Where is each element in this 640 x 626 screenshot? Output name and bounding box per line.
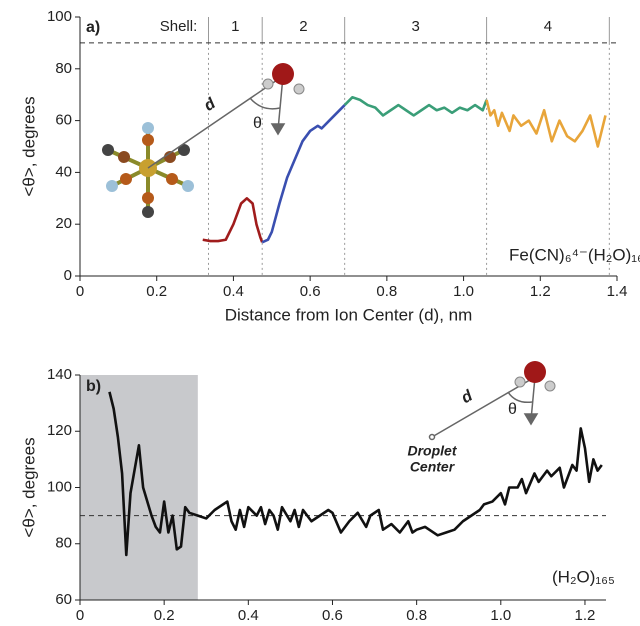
inset-symbol: d [201,95,220,115]
inset-label: Center [410,459,456,475]
data-line [485,99,607,148]
y-tick-label: 40 [55,163,72,180]
shell-number: 2 [299,18,307,35]
x-tick-label: 1.0 [453,283,474,300]
shell-number: 1 [231,18,239,35]
y-axis-title: <θ>, degrees [19,437,38,537]
panel-label: b) [86,378,101,395]
y-tick-label: 140 [47,366,72,383]
data-line [108,391,603,557]
x-tick-label: 0.8 [406,607,427,624]
x-tick-label: 1.2 [575,607,596,624]
panel-label: a) [86,19,100,36]
x-tick-label: 0.4 [223,283,244,300]
inset-label: Droplet [408,443,458,459]
shaded-region [80,375,198,600]
y-tick-label: 60 [55,112,72,129]
water-illustration [514,361,556,392]
data-line [202,197,264,243]
inset-symbol: θ [508,401,517,418]
x-tick-label: 0.6 [322,607,343,624]
inset-symbol: d [459,387,477,407]
system-label: Fe(CN)₆⁴⁻(H₂O)₁₆₀ [509,245,640,264]
x-tick-label: 0.2 [154,607,175,624]
x-axis-title: Distance from Ion Center (d), nm [225,305,473,324]
y-tick-label: 80 [55,60,72,77]
complex-illustration [102,122,194,218]
y-tick-label: 80 [55,535,72,552]
x-tick-label: 1.0 [490,607,511,624]
y-tick-label: 60 [55,591,72,608]
data-line [343,95,488,117]
y-axis-title: <θ>, degrees [19,96,38,196]
x-tick-label: 0 [76,607,84,624]
panel: Shell: 1 2 3 40 0.2 0.4 0.6 0.8 1.0 1.2 1.402040608… [19,8,640,325]
shell-label: Shell: [160,18,198,35]
shell-number: 4 [544,18,552,35]
shell-number: 3 [411,18,419,35]
x-tick-label: 0.8 [376,283,397,300]
y-tick-label: 120 [47,422,72,439]
y-tick-label: 100 [47,478,72,495]
inset-symbol: θ [253,115,262,132]
y-tick-label: 0 [64,267,72,284]
y-tick-label: 100 [47,8,72,25]
panel: 00.20.40.60.81.01.26080100120140Distance… [19,366,615,624]
x-tick-label: 0 [76,283,84,300]
water-illustration [262,63,305,95]
data-line [261,104,346,244]
x-tick-label: 0.6 [300,283,321,300]
vector-illustration [147,75,286,169]
y-tick-label: 20 [55,215,72,232]
x-tick-label: 0.2 [146,283,167,300]
x-tick-label: 0.4 [238,607,259,624]
system-label: (H₂O)₁₆₅ [552,567,615,586]
x-tick-label: 1.2 [530,283,551,300]
x-tick-label: 1.4 [607,283,628,300]
